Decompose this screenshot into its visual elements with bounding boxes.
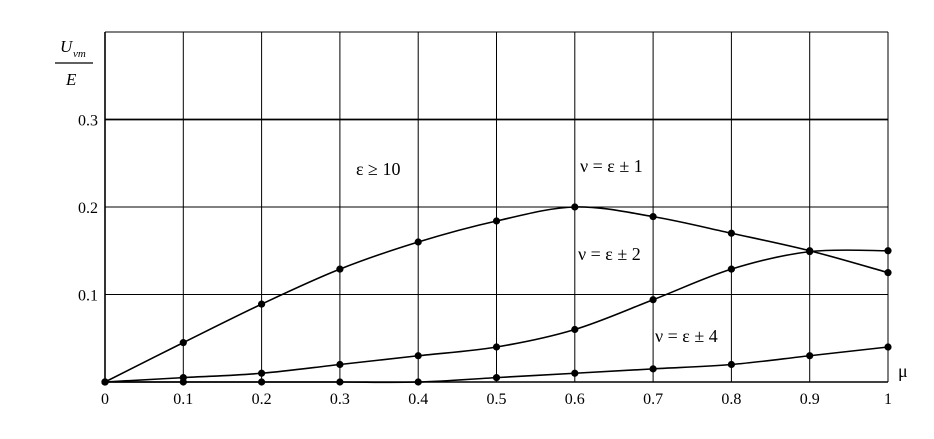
data-point	[806, 248, 814, 256]
y-axis-label: U vm E	[55, 37, 93, 89]
x-tick-label: 0.1	[173, 391, 193, 408]
data-point	[336, 265, 344, 273]
x-tick-label: 1	[884, 391, 892, 408]
annotation-nu-eps-pm-4: ν = ε ± 4	[655, 326, 718, 346]
data-point	[727, 360, 736, 369]
x-tick-label: 0.4	[408, 391, 428, 408]
annotation-nu-eps-pm-2: ν = ε ± 2	[578, 244, 641, 264]
y-axis-label-subscript: vm	[73, 48, 86, 60]
x-tick-label: 0	[101, 391, 109, 408]
data-point	[727, 229, 736, 237]
data-point	[649, 213, 657, 221]
data-point	[727, 265, 736, 273]
data-point	[884, 247, 892, 255]
data-point	[101, 378, 109, 386]
data-point	[492, 374, 501, 382]
grid	[104, 31, 889, 383]
y-axis-label-denominator: E	[65, 70, 77, 89]
y-tick-label: 0.3	[78, 113, 98, 130]
data-point	[571, 369, 579, 377]
data-point	[179, 339, 187, 347]
annotation-epsilon-ge-10: ε ≥ 10	[356, 159, 400, 179]
x-axis-label: μ	[898, 361, 908, 381]
series-line-1	[104, 206, 889, 383]
data-point	[414, 378, 422, 386]
data-point	[179, 378, 187, 386]
data-point	[336, 360, 344, 369]
data-point	[414, 238, 422, 246]
data-point	[571, 203, 579, 211]
data-point	[492, 217, 501, 225]
x-tick-label: 0.3	[330, 391, 350, 408]
tick-labels: 0 0.1 0.2 0.3 0.4 0.5 0.6 0.7 0.8 0.9 1 0.1 0.2 0.3	[78, 113, 892, 409]
data-point	[414, 352, 422, 360]
x-tick-label: 0.6	[565, 391, 585, 408]
data-point	[571, 325, 579, 334]
data-points	[101, 203, 892, 386]
y-tick-label: 0.1	[78, 288, 98, 305]
y-tick-label: 0.2	[78, 200, 98, 217]
data-point	[649, 365, 657, 373]
data-point	[258, 369, 266, 377]
x-tick-label: 0.7	[643, 391, 663, 408]
x-tick-label: 0.8	[721, 391, 741, 408]
data-point	[258, 378, 266, 386]
y-axis-label-numerator: U	[60, 37, 74, 56]
data-point	[884, 343, 892, 351]
data-point	[492, 343, 501, 351]
annotation-nu-eps-pm-1: ν = ε ± 1	[580, 156, 643, 176]
data-point	[884, 269, 892, 277]
data-point	[336, 378, 344, 386]
x-tick-label: 0.9	[800, 391, 820, 408]
data-point	[258, 300, 266, 308]
data-point	[649, 296, 657, 304]
x-tick-label: 0.2	[252, 391, 272, 408]
data-point	[806, 352, 814, 360]
x-tick-label: 0.5	[487, 391, 507, 408]
